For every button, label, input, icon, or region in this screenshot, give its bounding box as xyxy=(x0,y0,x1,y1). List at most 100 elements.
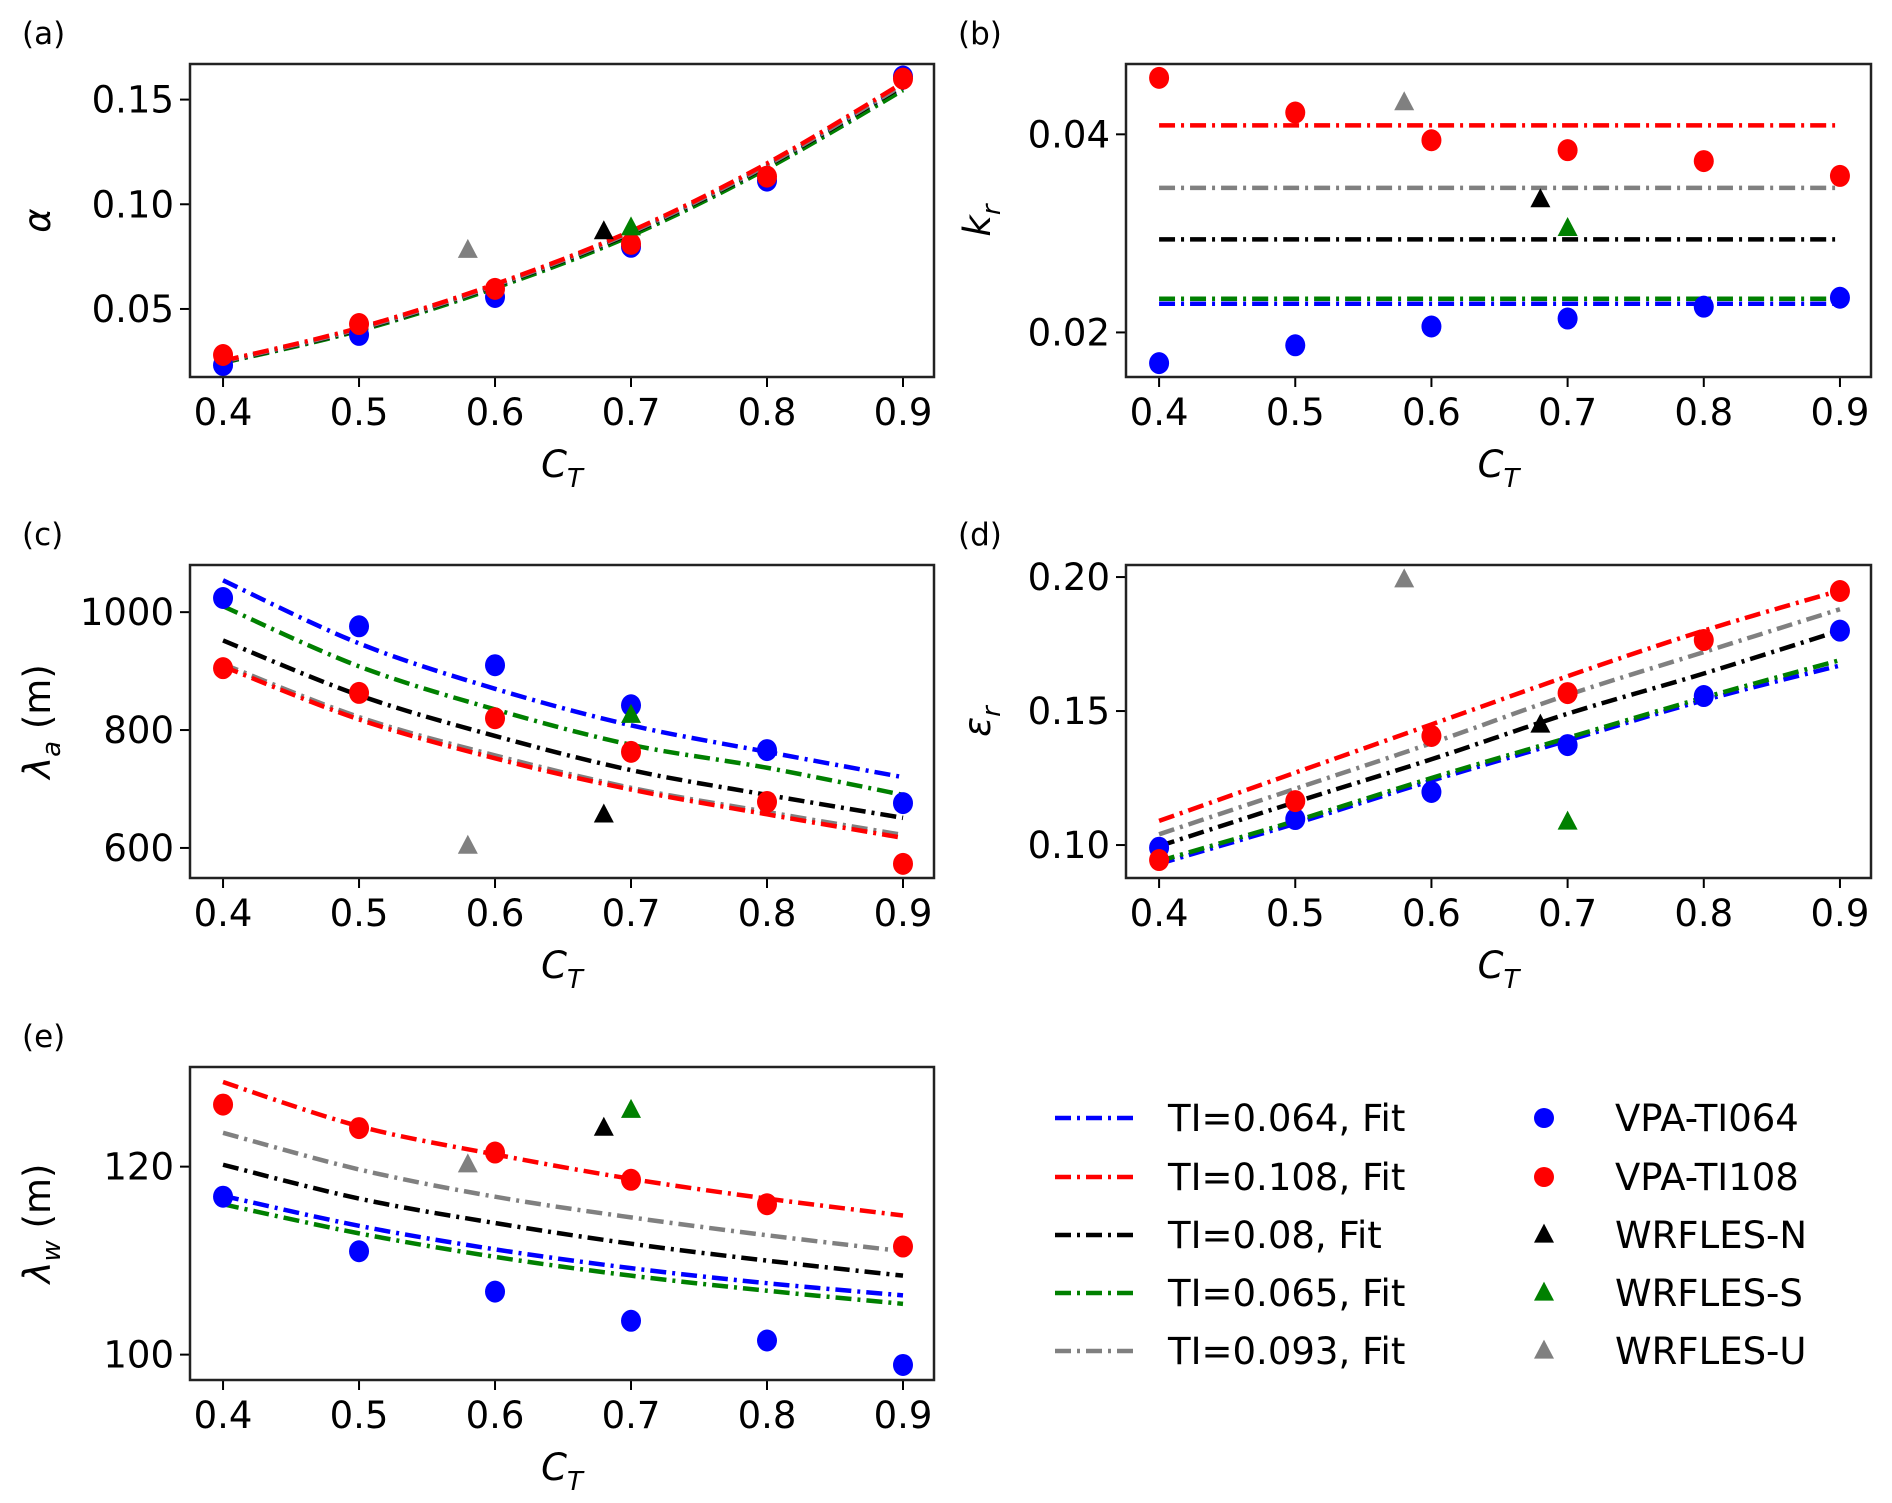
x-tick-label: 0.7 xyxy=(602,892,661,935)
vpa-point-TI108 xyxy=(213,344,234,367)
wrfles-point-TI080 xyxy=(593,1116,614,1136)
legend-label: VPA-TI064 xyxy=(1615,1097,1799,1140)
x-axis-label-sub: T xyxy=(1503,965,1521,995)
legend-item-marker: WRFLES-U xyxy=(1534,1330,1807,1373)
fit-line-TI065 xyxy=(222,88,905,365)
vpa-point-TI108 xyxy=(485,1141,506,1164)
x-tick-label: 0.6 xyxy=(466,391,525,434)
x-tick-label: 0.4 xyxy=(1130,892,1189,935)
x-tick-label: 0.9 xyxy=(874,892,933,935)
y-tick-label: 0.15 xyxy=(92,79,174,122)
wrfles-point-TI080 xyxy=(593,220,614,240)
x-tick-label: 0.9 xyxy=(874,391,933,434)
wrfles-point-TI093 xyxy=(457,238,478,258)
vpa-point-TI064 xyxy=(1285,808,1306,831)
y-axis-label-main: λ xyxy=(16,757,59,781)
x-tick-label: 0.5 xyxy=(1266,892,1325,935)
x-axis-label-main: C xyxy=(541,1446,567,1489)
vpa-point-TI064 xyxy=(1557,734,1578,757)
vpa-point-TI064 xyxy=(1421,315,1442,338)
legend-item-fit: TI=0.064, Fit xyxy=(1055,1097,1405,1140)
fit-line-TI065 xyxy=(222,1202,904,1307)
vpa-point-TI108 xyxy=(485,707,506,730)
vpa-point-TI064 xyxy=(757,739,778,762)
fit-line-TI093 xyxy=(222,1130,904,1254)
fit-line-TI108 xyxy=(222,664,904,841)
panel-tag: (a) xyxy=(22,16,65,52)
plot-area xyxy=(1149,568,1850,872)
x-axis-label: CT xyxy=(541,944,585,995)
vpa-point-TI108 xyxy=(1557,682,1578,705)
y-tick-label: 100 xyxy=(103,1334,174,1377)
x-tick-label: 0.5 xyxy=(330,1394,389,1437)
vpa-point-TI064 xyxy=(892,792,913,815)
legend-item-fit: TI=0.065, Fit xyxy=(1055,1272,1405,1315)
vpa-point-TI108 xyxy=(757,1193,778,1216)
fit-line-TI064 xyxy=(222,1193,904,1298)
legend-label: TI=0.08, Fit xyxy=(1167,1214,1382,1257)
x-tick-label: 0.6 xyxy=(466,892,525,935)
fit-line-TI080 xyxy=(1158,628,1841,849)
y-tick-label: 0.05 xyxy=(92,288,174,331)
vpa-point-TI064 xyxy=(1829,286,1850,309)
x-tick-label: 0.7 xyxy=(602,1394,661,1437)
y-axis-label-unit: (m) xyxy=(16,1164,59,1241)
legend-label: WRFLES-N xyxy=(1615,1214,1807,1257)
y-axis-label-sub: r xyxy=(977,704,1007,717)
x-tick-label: 0.7 xyxy=(1538,391,1597,434)
x-axis-label-sub: T xyxy=(567,464,585,494)
legend: TI=0.064, Fit TI=0.108, Fit TI=0.08, Fit TI… xyxy=(1055,1097,1807,1373)
vpa-point-TI108 xyxy=(1285,101,1306,124)
wrfles-point-TI065 xyxy=(621,703,642,723)
vpa-point-TI108 xyxy=(1149,66,1170,89)
x-tick-label: 0.4 xyxy=(1130,391,1189,434)
axes-frame xyxy=(188,563,936,880)
y-tick-label: 120 xyxy=(103,1146,174,1189)
vpa-point-TI064 xyxy=(1557,307,1578,330)
x-axis-label: CT xyxy=(1478,944,1522,995)
y-axis-label-main: ε xyxy=(956,717,999,737)
y-axis-label-sub: r xyxy=(977,202,1007,215)
x-tick-label: 0.9 xyxy=(874,1394,933,1437)
vpa-point-TI108 xyxy=(621,1168,642,1191)
x-axis-label-sub: T xyxy=(567,1467,585,1497)
fit-line-TI108 xyxy=(222,80,905,364)
y-axis-label-main: λ xyxy=(16,1262,59,1286)
y-axis-label: α xyxy=(16,208,59,232)
wrfles-point-TI093 xyxy=(457,1153,478,1173)
axes-frame xyxy=(1124,563,1873,880)
vpa-point-TI064 xyxy=(892,1353,913,1376)
legend-item-fit: TI=0.108, Fit xyxy=(1055,1156,1405,1199)
plot-area xyxy=(213,1079,913,1376)
x-tick-label: 0.5 xyxy=(330,892,389,935)
vpa-point-TI108 xyxy=(1693,150,1714,173)
fit-line-TI080 xyxy=(222,84,905,365)
x-axis-label-sub: T xyxy=(567,965,585,995)
x-tick-label: 0.7 xyxy=(1538,892,1597,935)
fit-line-TI064 xyxy=(222,86,905,365)
wrfles-point-TI065 xyxy=(621,216,642,236)
vpa-point-TI108 xyxy=(1421,129,1442,152)
x-tick-label: 0.8 xyxy=(738,391,797,434)
y-axis-label-main: k xyxy=(956,214,999,237)
y-tick-label: 0.15 xyxy=(1028,690,1110,733)
wrfles-point-TI093 xyxy=(1394,91,1415,111)
vpa-point-TI108 xyxy=(1557,139,1578,162)
x-tick-label: 0.8 xyxy=(1674,892,1733,935)
legend-item-marker: WRFLES-N xyxy=(1534,1214,1807,1257)
x-tick-label: 0.5 xyxy=(1266,391,1325,434)
plot-area xyxy=(213,65,913,377)
legend-circle-icon xyxy=(1534,1108,1554,1128)
legend-item-fit: TI=0.093, Fit xyxy=(1055,1330,1405,1373)
vpa-point-TI064 xyxy=(485,654,506,677)
wrfles-point-TI080 xyxy=(1530,188,1551,208)
legend-item-marker: WRFLES-S xyxy=(1534,1272,1803,1315)
vpa-point-TI108 xyxy=(485,277,506,300)
legend-circle-icon xyxy=(1534,1167,1554,1187)
x-axis-label: CT xyxy=(1478,443,1522,494)
vpa-point-TI108 xyxy=(892,67,913,90)
x-tick-label: 0.9 xyxy=(1811,892,1870,935)
panel-tag: (e) xyxy=(22,1019,65,1055)
